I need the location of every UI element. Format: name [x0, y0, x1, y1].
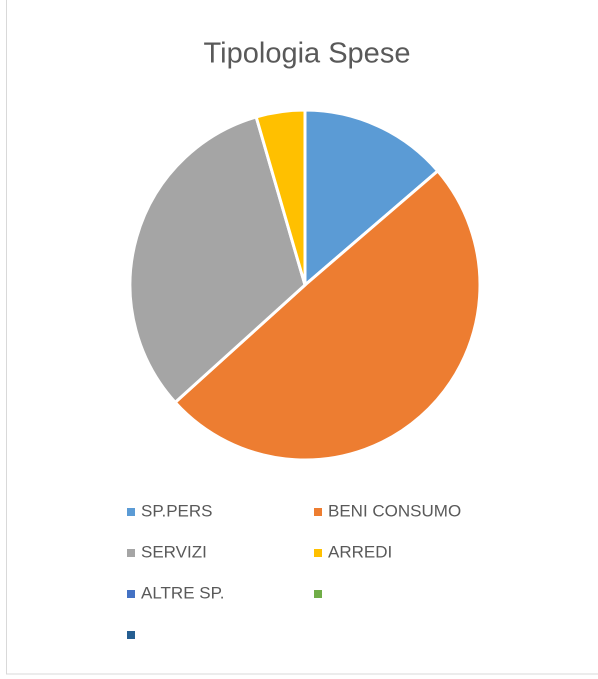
legend-swatch — [127, 508, 135, 516]
legend-label: SERVIZI — [141, 542, 207, 561]
pie-slice — [128, 115, 307, 405]
legend-swatch — [127, 549, 135, 557]
pie-slice — [254, 108, 307, 286]
legend-swatch — [127, 631, 135, 639]
legend-swatch — [314, 508, 322, 516]
legend-label: ARREDI — [328, 542, 392, 561]
legend-label: SP.PERS — [141, 501, 213, 520]
pie-slice — [303, 108, 440, 289]
chart-title: Tipologia Spese — [204, 38, 411, 70]
legend-label: ALTRE SP. — [141, 583, 224, 602]
legend-swatch — [314, 549, 322, 557]
pie-slice — [173, 168, 482, 462]
legend-swatch — [127, 590, 135, 598]
legend-label: BENI CONSUMO — [328, 501, 461, 520]
legend-swatch — [314, 590, 322, 598]
